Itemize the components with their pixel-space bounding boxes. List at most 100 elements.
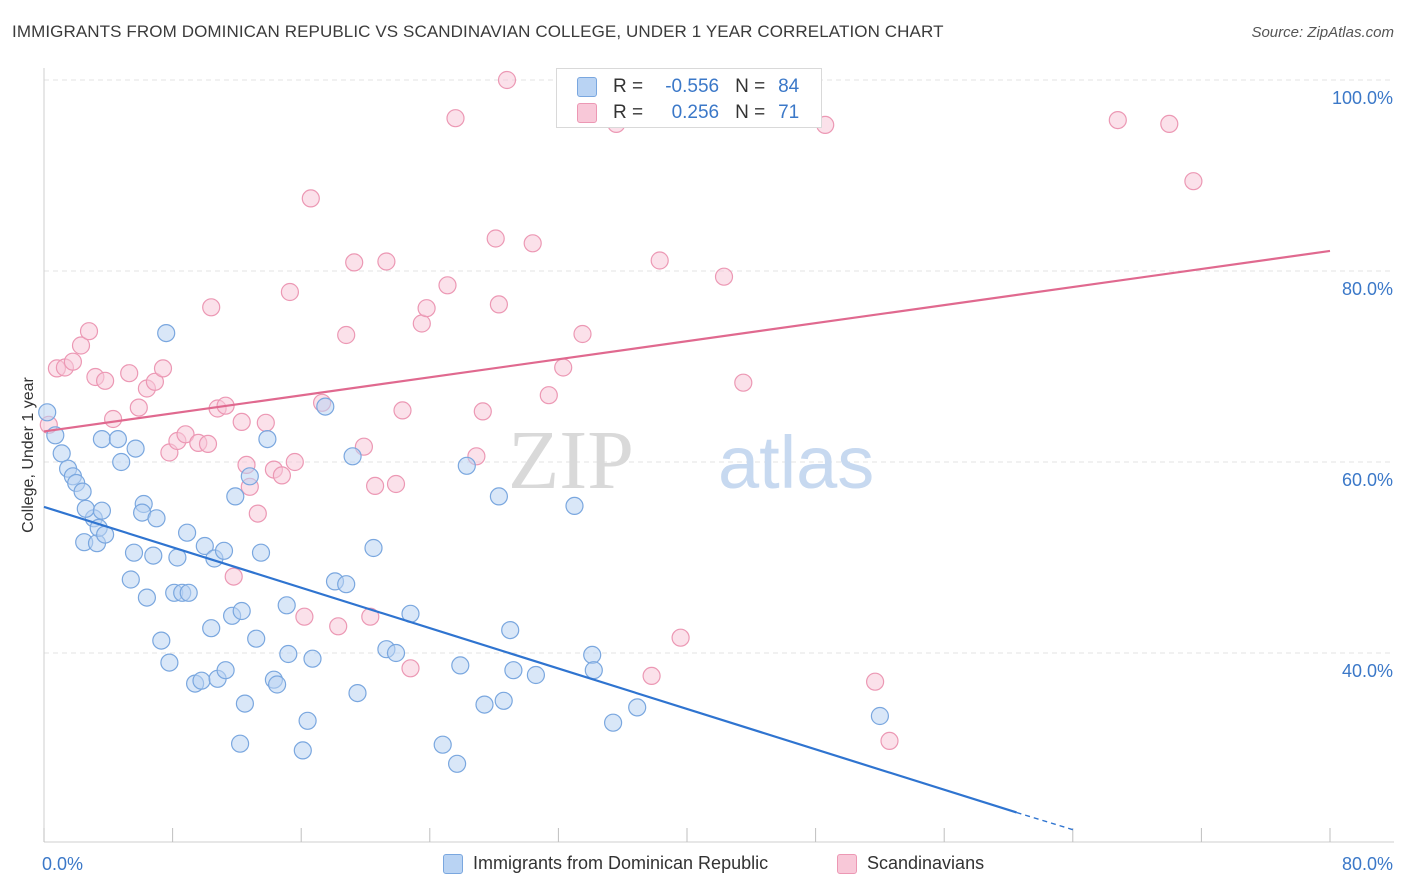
dominican-point <box>126 439 145 458</box>
dominican-point <box>494 691 513 710</box>
dominican-point <box>235 694 254 713</box>
dominican-point <box>348 683 367 703</box>
dominican-point <box>247 629 266 648</box>
scandinavians-point <box>329 617 348 636</box>
legend-item-dominican[interactable]: Immigrants from Dominican Republic <box>443 853 768 874</box>
legend-item-scandinavians[interactable]: Scandinavians <box>837 853 984 874</box>
scandinavians-point <box>248 504 267 523</box>
stats-n-value: 84 <box>778 76 800 97</box>
scandinavians-point <box>446 109 465 128</box>
dominican-point <box>202 619 221 638</box>
scandinavians-point <box>714 267 734 286</box>
dominican-point <box>157 324 176 343</box>
scandinavians-point <box>642 666 661 686</box>
scandinavians-point <box>63 352 83 371</box>
dominican-point <box>277 596 296 615</box>
dominican-trend-extension <box>1016 811 1074 831</box>
scandinavians-point <box>256 413 275 432</box>
dominican-point <box>232 601 251 621</box>
legend-label: Scandinavians <box>867 853 985 873</box>
scandinavians-point <box>198 434 218 453</box>
scandinavians-point <box>295 607 314 626</box>
scandinavians-point <box>554 358 573 377</box>
scandinavians-point <box>1160 114 1179 134</box>
scandinavians-point <box>95 371 115 390</box>
scandinavians-point <box>280 282 299 302</box>
dominican-point <box>192 671 211 690</box>
scandinavians-point <box>361 607 380 626</box>
dominican-point <box>386 643 406 663</box>
dominican-point <box>226 487 245 506</box>
dominican-points <box>38 324 890 773</box>
y-tick-label: 40.0% <box>1342 661 1393 681</box>
dominican-point <box>258 430 277 449</box>
axes <box>43 68 1394 843</box>
dominican-point <box>124 543 144 562</box>
dominican-point <box>92 501 112 520</box>
legend-label: Immigrants from Dominican Republic <box>473 853 769 873</box>
scandinavians-point <box>539 386 558 405</box>
scandinavians-point <box>401 659 420 678</box>
dominican-point <box>603 713 623 732</box>
stats-swatch-pink <box>577 103 597 123</box>
dominican-point <box>112 452 131 472</box>
dominican-point <box>73 482 92 501</box>
y-tick-label: 60.0% <box>1342 470 1393 490</box>
dominican-point <box>293 741 312 760</box>
stats-r-label: R = <box>613 76 644 97</box>
scandinavians-point <box>272 466 291 485</box>
scandinavians-point <box>377 252 396 271</box>
dominican-point <box>451 656 470 675</box>
stats-n-label: N = <box>735 102 766 123</box>
stats-r-value: 0.256 <box>671 102 720 123</box>
dominican-point <box>144 546 163 565</box>
chart-title: IMMIGRANTS FROM DOMINICAN REPUBLIC VS SC… <box>12 22 944 41</box>
stats-n-value: 71 <box>778 102 800 123</box>
x-tick-label: 80.0% <box>1342 854 1393 874</box>
dominican-point <box>52 444 71 463</box>
dominican-point <box>214 541 234 560</box>
dominican-point <box>147 509 166 528</box>
watermark-atlas: atlas <box>718 421 874 504</box>
dominican-point <box>584 661 603 680</box>
stats-row-dominican: R = -0.556 N = 84 <box>577 74 799 100</box>
stats-r-value: -0.556 <box>665 76 720 97</box>
scandinavians-point <box>232 412 251 431</box>
scandinavians-point <box>412 314 431 333</box>
dominican-point <box>870 706 890 726</box>
scandinavians-point <box>865 672 885 691</box>
dominican-point <box>337 575 356 594</box>
scandinavians-point <box>497 70 517 90</box>
watermark-zip: ZIP <box>508 414 634 507</box>
dominican-point <box>179 583 198 602</box>
scandinavians-point <box>153 359 173 378</box>
dominican-point <box>448 754 467 773</box>
scandinavians-point <box>386 474 406 494</box>
x-tick-label: 0.0% <box>42 854 83 874</box>
chart-source: Source: ZipAtlas.com <box>1251 24 1394 41</box>
dominican-point <box>178 523 197 542</box>
dominican-point <box>251 543 271 562</box>
legend-swatch-pink <box>837 853 857 874</box>
dominican-point <box>121 570 140 589</box>
dominican-point <box>475 695 494 714</box>
dominican-point <box>160 653 179 672</box>
dominican-point <box>108 430 128 449</box>
stats-swatch-blue <box>577 77 597 97</box>
legend-swatch-blue <box>443 853 463 874</box>
dominican-point <box>231 734 250 753</box>
scandinavians-point <box>573 324 592 344</box>
chart-legend: Immigrants from Dominican Republic Scand… <box>0 850 1406 880</box>
scandinavians-point <box>145 372 164 391</box>
stats-row-scandinavians: R = 0.256 N = 71 <box>577 100 799 126</box>
scandinavians-point <box>734 373 753 392</box>
scandinavians-point <box>393 401 412 420</box>
scandinavians-point <box>224 567 243 586</box>
trend-lines <box>43 249 1331 831</box>
dominican-trend-line <box>43 505 1017 814</box>
dominican-point <box>565 496 584 515</box>
y-axis-label: College, Under 1 year <box>20 377 37 533</box>
scandinavians-point <box>120 364 139 383</box>
scandinavians-point <box>301 189 320 208</box>
